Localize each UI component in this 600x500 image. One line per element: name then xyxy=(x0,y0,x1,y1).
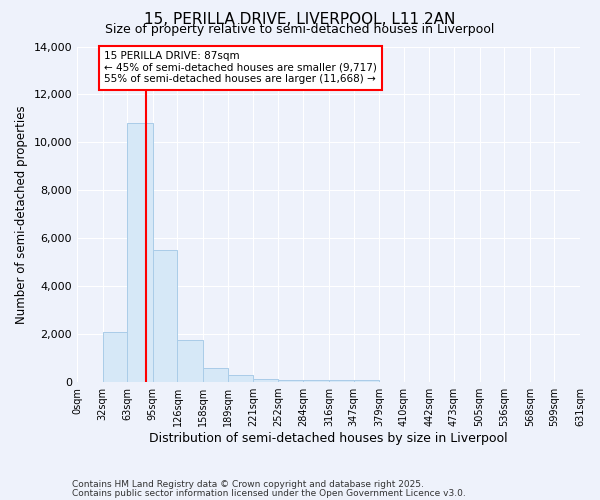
Text: 15, PERILLA DRIVE, LIVERPOOL, L11 2AN: 15, PERILLA DRIVE, LIVERPOOL, L11 2AN xyxy=(145,12,455,28)
Text: Size of property relative to semi-detached houses in Liverpool: Size of property relative to semi-detach… xyxy=(106,24,494,36)
Bar xyxy=(278,380,304,382)
Bar xyxy=(203,368,227,382)
Text: Contains HM Land Registry data © Crown copyright and database right 2025.: Contains HM Land Registry data © Crown c… xyxy=(72,480,424,489)
Bar xyxy=(353,380,379,382)
Bar xyxy=(178,340,203,382)
X-axis label: Distribution of semi-detached houses by size in Liverpool: Distribution of semi-detached houses by … xyxy=(149,432,508,445)
Bar xyxy=(304,380,329,382)
Y-axis label: Number of semi-detached properties: Number of semi-detached properties xyxy=(15,105,28,324)
Text: Contains public sector information licensed under the Open Government Licence v3: Contains public sector information licen… xyxy=(72,488,466,498)
Bar xyxy=(127,123,153,382)
Bar xyxy=(329,380,353,382)
Bar xyxy=(103,332,127,382)
Bar xyxy=(227,375,253,382)
Bar xyxy=(153,250,178,382)
Bar xyxy=(253,379,278,382)
Text: 15 PERILLA DRIVE: 87sqm
← 45% of semi-detached houses are smaller (9,717)
55% of: 15 PERILLA DRIVE: 87sqm ← 45% of semi-de… xyxy=(104,52,377,84)
